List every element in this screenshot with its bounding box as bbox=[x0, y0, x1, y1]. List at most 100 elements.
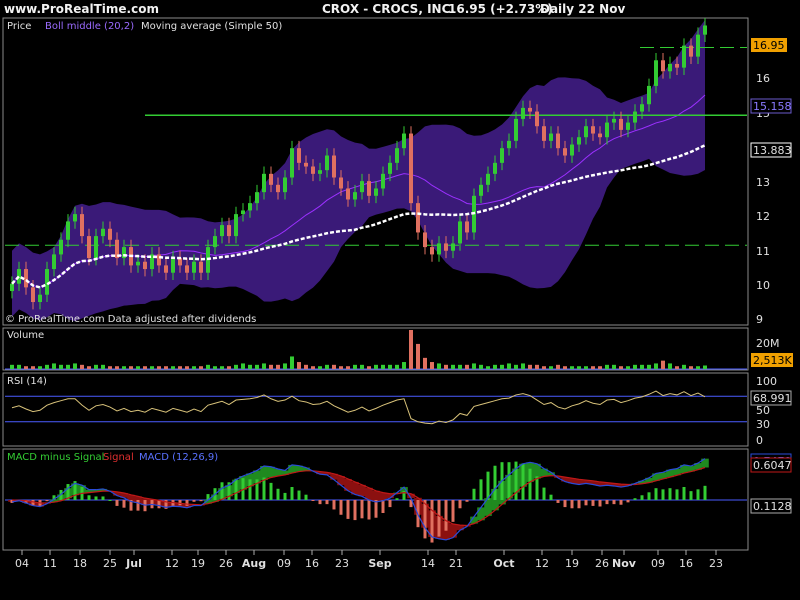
candle bbox=[10, 283, 14, 292]
volume-bar bbox=[388, 364, 392, 369]
volume-bar bbox=[45, 364, 49, 369]
volume-bar bbox=[52, 363, 56, 369]
volume-bar bbox=[332, 364, 336, 369]
site-name[interactable]: www.ProRealTime.com bbox=[4, 2, 159, 16]
candle bbox=[682, 45, 686, 68]
volume-bar bbox=[290, 356, 294, 369]
candle bbox=[122, 247, 126, 259]
candle bbox=[213, 236, 217, 248]
candle bbox=[318, 170, 322, 174]
candle bbox=[416, 203, 420, 233]
volume-bar bbox=[437, 363, 441, 369]
volume-bar bbox=[654, 363, 658, 369]
candle bbox=[598, 133, 602, 138]
candle bbox=[87, 236, 91, 259]
macd-histogram-bar bbox=[31, 500, 35, 506]
candle bbox=[549, 133, 553, 141]
candle bbox=[220, 225, 224, 237]
candle bbox=[451, 243, 455, 251]
candle bbox=[234, 214, 238, 237]
candle bbox=[612, 118, 616, 123]
candle bbox=[241, 210, 245, 215]
candle bbox=[157, 254, 161, 266]
macd-histogram-bar bbox=[94, 496, 98, 500]
price-change: 16.95 (+2.73%) bbox=[448, 2, 553, 16]
candle bbox=[45, 269, 49, 295]
macd-histogram-bar bbox=[458, 500, 462, 509]
candle bbox=[290, 148, 294, 178]
volume-badge bbox=[751, 353, 793, 367]
candle bbox=[647, 85, 651, 105]
macd-histogram-bar bbox=[647, 492, 651, 500]
volume-bar bbox=[430, 362, 434, 369]
macd-histogram-bar bbox=[465, 500, 469, 502]
candle bbox=[395, 148, 399, 163]
candle bbox=[507, 140, 511, 149]
candle bbox=[248, 203, 252, 211]
volume-bar bbox=[234, 364, 238, 369]
macd-histogram-bar bbox=[353, 500, 357, 521]
volume-bar bbox=[661, 360, 665, 369]
macd-histogram-bar bbox=[220, 482, 224, 500]
macd-histogram-bar bbox=[255, 479, 259, 500]
candle bbox=[227, 225, 231, 237]
volume-bar bbox=[283, 363, 287, 369]
volume-bar bbox=[206, 364, 210, 369]
macd-histogram-bar bbox=[528, 468, 532, 500]
volume-bar bbox=[528, 364, 532, 369]
volume-bar bbox=[682, 364, 686, 369]
macd-histogram-bar bbox=[696, 489, 700, 500]
candle bbox=[675, 63, 679, 68]
volume-bar bbox=[640, 364, 644, 369]
volume-bar bbox=[115, 366, 119, 369]
candle bbox=[619, 118, 623, 130]
rsi-tick: 100 bbox=[756, 375, 777, 388]
macd-histogram-bar bbox=[472, 488, 476, 500]
ma-badge bbox=[750, 142, 792, 158]
candle bbox=[269, 173, 273, 185]
candle bbox=[465, 221, 469, 233]
chart-title: CROX - CROCS, INC. bbox=[322, 2, 455, 16]
x-tick-label: 25 bbox=[103, 557, 117, 570]
candle bbox=[304, 162, 308, 167]
macd-histogram-bar bbox=[290, 487, 294, 500]
candle bbox=[24, 269, 28, 288]
volume-bar bbox=[122, 366, 126, 369]
candle bbox=[199, 261, 203, 273]
signal-value: 0.6047 bbox=[753, 459, 792, 472]
macd-histogram-bar bbox=[192, 500, 196, 502]
volume-bar bbox=[479, 364, 483, 369]
macd-histogram-bar bbox=[493, 465, 497, 500]
volume-bar bbox=[220, 366, 224, 369]
candle bbox=[94, 236, 98, 259]
candle bbox=[626, 122, 630, 130]
candle bbox=[409, 133, 413, 204]
volume-bar bbox=[626, 366, 630, 369]
price-tick: 13 bbox=[756, 176, 770, 189]
x-tick-label: 19 bbox=[191, 557, 205, 570]
candle bbox=[423, 232, 427, 248]
candle bbox=[493, 162, 497, 174]
candle bbox=[276, 184, 280, 193]
price-footer: © ProRealTime.com Data adjusted after di… bbox=[5, 314, 256, 325]
candle bbox=[192, 261, 196, 273]
macd-histogram-bar bbox=[311, 500, 315, 501]
candle bbox=[178, 258, 182, 266]
price-tick: 10 bbox=[756, 279, 770, 292]
boll-badge bbox=[750, 98, 792, 114]
volume-bar bbox=[577, 366, 581, 369]
macd-histogram-bar bbox=[507, 462, 511, 500]
last-price-badge bbox=[751, 38, 787, 52]
volume-bar bbox=[178, 366, 182, 369]
candle bbox=[59, 239, 63, 255]
candle bbox=[353, 192, 357, 200]
candle bbox=[640, 104, 644, 112]
macd-histogram-bar bbox=[598, 500, 602, 507]
candle bbox=[521, 107, 525, 119]
x-tick-label: 09 bbox=[651, 557, 665, 570]
candle bbox=[311, 166, 315, 174]
macd-histogram-bar bbox=[178, 500, 182, 506]
x-tick-label: 12 bbox=[165, 557, 179, 570]
x-tick-label: Aug bbox=[242, 557, 266, 570]
macd-histogram-bar bbox=[563, 500, 567, 508]
